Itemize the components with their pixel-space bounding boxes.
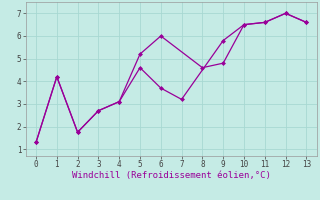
X-axis label: Windchill (Refroidissement éolien,°C): Windchill (Refroidissement éolien,°C)	[72, 171, 271, 180]
